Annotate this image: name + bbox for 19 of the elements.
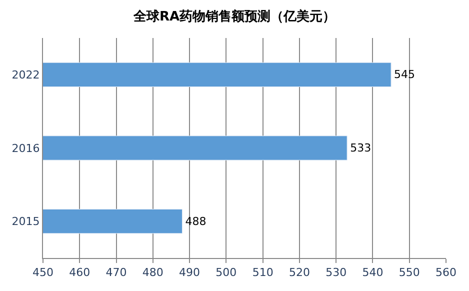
chart-title: 全球RA药物销售额预测（亿美元）	[132, 8, 336, 25]
y-tick-label: 2016	[12, 142, 40, 155]
x-tick-label: 460	[69, 266, 90, 280]
x-tick-label: 560	[436, 266, 456, 280]
x-tick-label: 450	[32, 266, 54, 280]
x-tick-label: 500	[216, 266, 237, 280]
x-tick-label: 520	[288, 266, 310, 280]
y-tick-label: 2022	[12, 68, 40, 82]
x-tick-label: 480	[142, 266, 164, 280]
x-tick-label: 470	[106, 266, 127, 280]
y-tick-label: 2015	[12, 215, 40, 228]
data-label: 545	[394, 68, 416, 82]
x-tick-label: 490	[179, 266, 200, 280]
data-label: 533	[350, 142, 372, 154]
x-tick-label: 510	[252, 266, 274, 280]
x-tick-label: 540	[362, 266, 384, 280]
x-tick-label: 530	[326, 266, 347, 280]
x-tick-label: 550	[398, 266, 420, 280]
data-label: 488	[185, 214, 206, 228]
